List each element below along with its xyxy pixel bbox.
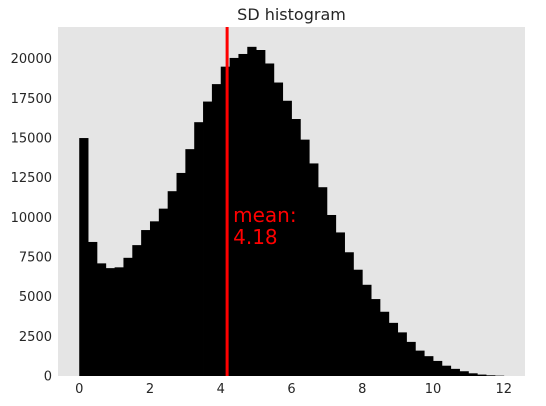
histogram-bar bbox=[123, 257, 133, 376]
x-tick-label: 10 bbox=[425, 382, 442, 397]
y-axis-ticks: 0 2500 5000 7500 10000 12500 15000 17500 20000 bbox=[11, 52, 52, 384]
x-tick-label: 2 bbox=[146, 382, 154, 397]
histogram-bar bbox=[309, 163, 319, 376]
histogram-bar bbox=[406, 341, 416, 376]
histogram-bars bbox=[79, 46, 505, 377]
y-tick-label: 20000 bbox=[11, 52, 52, 67]
histogram-bar bbox=[185, 149, 195, 376]
mean-annotation-label: mean: bbox=[233, 203, 296, 227]
histogram-bar bbox=[353, 269, 363, 376]
histogram-bar bbox=[256, 50, 266, 377]
histogram-bar bbox=[141, 230, 151, 376]
mean-annotation-value: 4.18 bbox=[233, 225, 278, 249]
histogram-bar bbox=[318, 187, 328, 376]
y-tick-label: 5000 bbox=[19, 290, 52, 305]
histogram-bar bbox=[167, 191, 177, 376]
x-axis-ticks: 0 2 4 6 8 10 12 bbox=[75, 382, 512, 397]
x-tick-label: 6 bbox=[287, 382, 295, 397]
histogram-bar bbox=[282, 100, 292, 377]
histogram-bar bbox=[114, 267, 124, 376]
histogram-bar bbox=[486, 375, 496, 376]
histogram-bar bbox=[264, 63, 275, 377]
histogram-bar bbox=[388, 322, 399, 376]
histogram-bar bbox=[362, 284, 372, 376]
histogram-bar bbox=[424, 356, 434, 376]
histogram-bar bbox=[220, 66, 230, 376]
histogram-bar bbox=[132, 245, 142, 376]
histogram-bar bbox=[344, 252, 354, 376]
histogram-bar bbox=[326, 214, 337, 376]
y-tick-label: 17500 bbox=[11, 92, 52, 107]
histogram-bar bbox=[291, 119, 301, 376]
y-tick-label: 7500 bbox=[19, 251, 52, 266]
histogram-bar bbox=[459, 371, 469, 376]
histogram-bar bbox=[433, 360, 443, 376]
histogram-bar bbox=[79, 138, 89, 376]
histogram-bar bbox=[371, 299, 381, 376]
histogram-bar bbox=[247, 46, 257, 377]
x-tick-label: 8 bbox=[358, 382, 366, 397]
histogram-bar bbox=[158, 208, 169, 376]
y-tick-label: 15000 bbox=[11, 132, 52, 147]
histogram-bar bbox=[441, 365, 452, 376]
histogram-bar bbox=[203, 101, 213, 377]
histogram-bar bbox=[96, 263, 107, 376]
histogram-bar bbox=[229, 57, 239, 377]
histogram-bar bbox=[211, 84, 222, 376]
histogram-bar bbox=[379, 311, 390, 376]
histogram-bar bbox=[450, 368, 460, 376]
y-tick-label: 2500 bbox=[19, 330, 52, 345]
histogram-bar bbox=[300, 139, 310, 376]
histogram-bar bbox=[477, 374, 487, 376]
x-tick-label: 0 bbox=[75, 382, 83, 397]
x-tick-label: 4 bbox=[217, 382, 225, 397]
histogram-bar bbox=[88, 241, 98, 376]
y-tick-label: 10000 bbox=[11, 211, 52, 226]
y-tick-label: 0 bbox=[44, 370, 52, 385]
y-tick-label: 12500 bbox=[11, 171, 52, 186]
histogram-bar bbox=[194, 122, 204, 376]
histogram-bar bbox=[335, 232, 345, 376]
histogram-bar bbox=[415, 350, 425, 376]
histogram-bar bbox=[176, 172, 186, 376]
histogram-bar bbox=[238, 53, 248, 377]
histogram-bar bbox=[273, 82, 284, 376]
x-tick-label: 12 bbox=[495, 382, 512, 397]
histogram-bar bbox=[468, 373, 478, 376]
histogram-bar bbox=[397, 332, 407, 376]
histogram-bar bbox=[105, 268, 116, 376]
histogram-bar bbox=[149, 221, 160, 376]
chart-title: SD histogram bbox=[237, 5, 346, 24]
